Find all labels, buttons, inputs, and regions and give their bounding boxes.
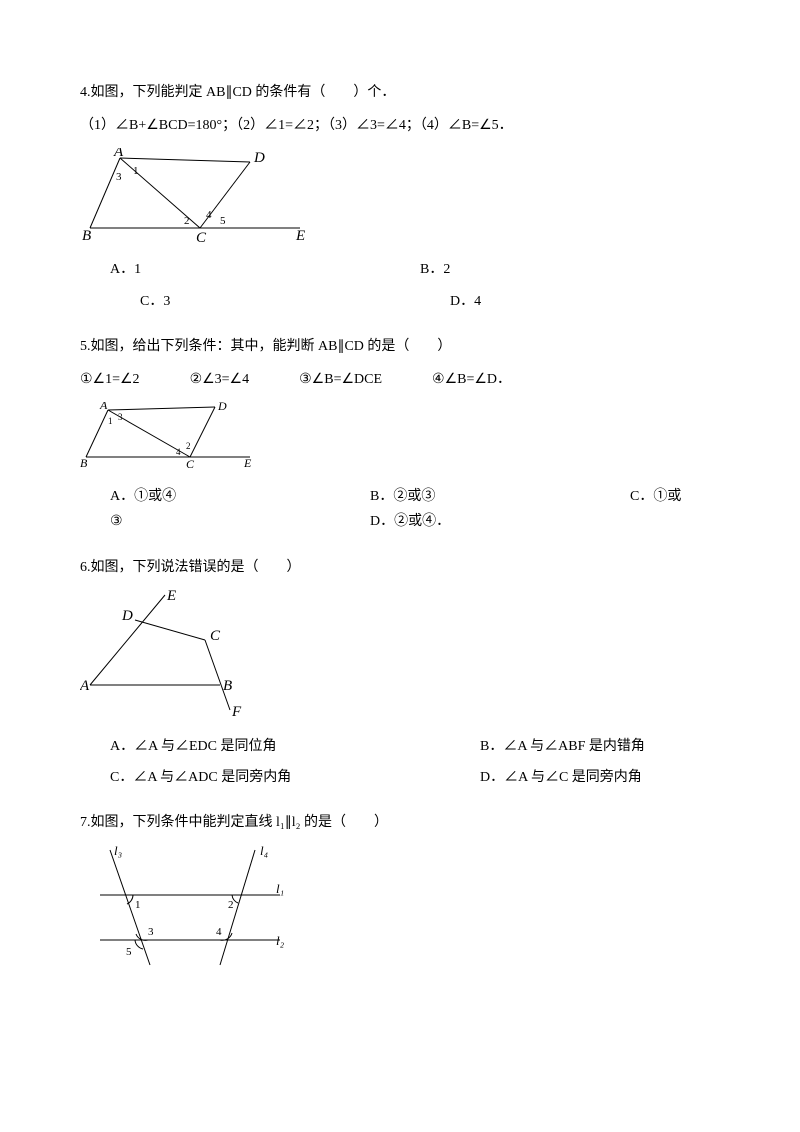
- q4-option-d: D．4: [420, 289, 720, 314]
- q5-cond-1: ①∠1=∠2: [80, 367, 140, 392]
- label-B: B: [223, 678, 232, 694]
- q6-option-b: B．∠A 与∠ABF 是内错角: [420, 734, 720, 759]
- q6-option-a: A．∠A 与∠EDC 是同位角: [110, 734, 410, 759]
- label-n1: 1: [135, 899, 141, 911]
- label-B: B: [80, 456, 88, 470]
- q6-options: A．∠A 与∠EDC 是同位角 B．∠A 与∠ABF 是内错角 C．∠A 与∠A…: [110, 734, 720, 790]
- q4-stem: 4.如图，下列能判定 AB∥CD 的条件有（ ）个．: [80, 80, 720, 105]
- label-C: C: [186, 457, 195, 470]
- q4-option-a: A．1: [110, 257, 410, 282]
- question-7: 7.如图，下列条件中能判定直线 l₁∥l₂ 的是（ ） l₃ l₄ l₁ l₂ …: [80, 810, 720, 975]
- label-3: 3: [116, 171, 122, 183]
- label-n2: 2: [228, 899, 234, 911]
- label-F: F: [231, 704, 242, 720]
- q6-option-d: D．∠A 与∠C 是同旁内角: [420, 765, 720, 790]
- label-D: D: [217, 402, 227, 413]
- q4-option-c: C．3: [110, 289, 410, 314]
- q5-cond-2: ②∠3=∠4: [190, 367, 250, 392]
- q5-option-d: D．②或④．: [370, 509, 450, 534]
- q4-figure: A D B C E 1 3 2 4 5: [80, 148, 720, 243]
- q6-diagram: A B C D E F: [80, 590, 250, 720]
- label-D: D: [121, 608, 133, 624]
- label-1: 1: [108, 416, 113, 426]
- question-5: 5.如图，给出下列条件：其中，能判断 AB∥CD 的是（ ） ①∠1=∠2 ②∠…: [80, 334, 720, 535]
- label-l2: l₂: [276, 933, 285, 948]
- q5-option-a: A．①或④: [110, 484, 370, 509]
- label-A: A: [99, 402, 108, 412]
- label-l3: l₃: [114, 845, 122, 858]
- label-A: A: [113, 148, 124, 160]
- label-3: 3: [118, 412, 123, 422]
- label-l4: l₄: [260, 845, 269, 858]
- label-A: A: [80, 678, 90, 694]
- q4-options: A．1 B．2 C．3 D．4: [110, 257, 720, 313]
- label-C: C: [210, 628, 221, 644]
- q5-options: A．①或④ B．②或③ C．①或 ③ D．②或④．: [110, 484, 720, 534]
- label-n3: 3: [148, 926, 154, 938]
- q5-figure: A D B C E 1 3 2 4: [80, 402, 720, 470]
- q5-option-b: B．②或③: [370, 484, 630, 509]
- q5-stem: 5.如图，给出下列条件：其中，能判断 AB∥CD 的是（ ）: [80, 334, 720, 359]
- label-4: 4: [176, 447, 181, 457]
- q6-option-c: C．∠A 与∠ADC 是同旁内角: [110, 765, 410, 790]
- q7-diagram: l₃ l₄ l₁ l₂ 1 2 3 4 5: [80, 845, 290, 975]
- label-E: E: [295, 228, 305, 243]
- label-E: E: [243, 456, 252, 470]
- question-6: 6.如图，下列说法错误的是（ ） A B C D E F A．∠A 与∠EDC …: [80, 555, 720, 791]
- label-B: B: [82, 228, 91, 243]
- q5-option-c: C．①或: [630, 484, 681, 509]
- q6-stem: 6.如图，下列说法错误的是（ ）: [80, 555, 720, 580]
- label-4: 4: [206, 209, 212, 221]
- label-C: C: [196, 230, 207, 243]
- question-4: 4.如图，下列能判定 AB∥CD 的条件有（ ）个． （1）∠B+∠BCD=18…: [80, 80, 720, 314]
- q5-cond-3: ③∠B=∠DCE: [299, 367, 382, 392]
- q5-option-c-cont: ③: [110, 509, 370, 534]
- q4-diagram: A D B C E 1 3 2 4 5: [80, 148, 310, 243]
- label-D: D: [253, 150, 265, 166]
- label-n5: 5: [126, 946, 132, 958]
- label-2: 2: [184, 215, 190, 227]
- q5-cond-4: ④∠B=∠D．: [432, 367, 511, 392]
- q4-option-b: B．2: [420, 257, 720, 282]
- q7-stem: 7.如图，下列条件中能判定直线 l₁∥l₂ 的是（ ）: [80, 810, 720, 835]
- label-5: 5: [220, 215, 226, 227]
- label-2: 2: [186, 441, 191, 451]
- q5-diagram: A D B C E 1 3 2 4: [80, 402, 260, 470]
- q5-conditions: ①∠1=∠2 ②∠3=∠4 ③∠B=∠DCE ④∠B=∠D．: [80, 367, 720, 392]
- q6-figure: A B C D E F: [80, 590, 720, 720]
- q4-conditions: （1）∠B+∠BCD=180°；（2）∠1=∠2；（3）∠3=∠4；（4）∠B=…: [80, 113, 720, 138]
- q7-figure: l₃ l₄ l₁ l₂ 1 2 3 4 5: [80, 845, 720, 975]
- label-n4: 4: [216, 926, 222, 938]
- label-l1: l₁: [276, 881, 284, 896]
- label-1: 1: [133, 165, 139, 177]
- label-E: E: [166, 590, 176, 604]
